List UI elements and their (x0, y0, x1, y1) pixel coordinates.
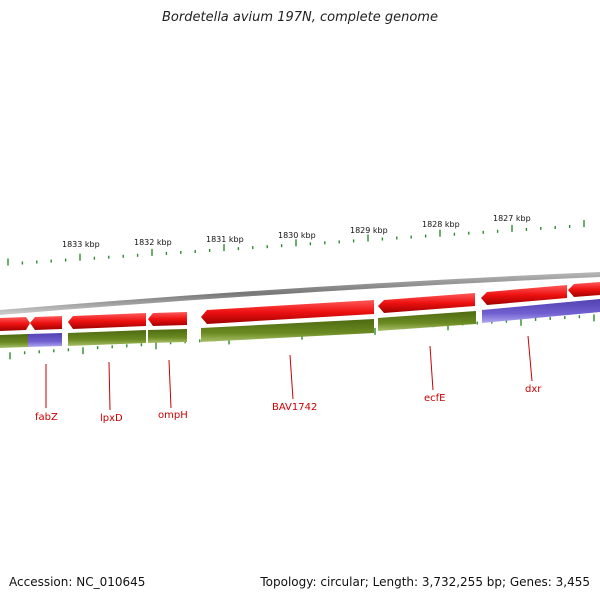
gene-label-fabZ[interactable]: fabZ (35, 412, 58, 423)
gene-leader (168, 359, 172, 409)
gene-arrow[interactable] (378, 311, 476, 331)
kbp-label: 1829 kbp (350, 226, 388, 235)
gene-arrow[interactable] (201, 319, 374, 342)
gene-label-dxr[interactable]: dxr (525, 384, 542, 395)
gene-arrow[interactable] (482, 299, 600, 323)
gene-arrow[interactable] (148, 312, 187, 326)
kbp-label: 1832 kbp (134, 238, 172, 247)
reverse-strand-genes (0, 299, 600, 348)
gene-leader (289, 354, 294, 400)
gene-arrow[interactable] (28, 333, 62, 347)
forward-strand-genes (0, 282, 600, 331)
gene-arrow[interactable] (68, 313, 146, 329)
gene-arrow[interactable] (378, 293, 475, 313)
gene-label-ompH[interactable]: ompH (158, 410, 188, 421)
kbp-label: 1828 kbp (422, 220, 460, 229)
kbp-label: 1827 kbp (493, 214, 531, 223)
gene-arrow[interactable] (30, 316, 62, 330)
gene-leaders (45, 335, 533, 411)
gene-leader (527, 335, 533, 382)
gene-leader (108, 361, 111, 411)
outer-ticks (7, 220, 585, 266)
gene-label-lpxD[interactable]: lpxD (100, 413, 123, 424)
genome-backbone (0, 272, 600, 315)
gene-arrow[interactable] (568, 282, 600, 297)
kbp-label: 1830 kbp (278, 231, 316, 240)
gene-arrow[interactable] (148, 329, 187, 343)
gene-arrow[interactable] (201, 300, 374, 324)
gene-leader (429, 345, 434, 391)
map-title: Bordetella avium 197N, complete genome (162, 10, 438, 25)
gene-arrow[interactable] (68, 330, 146, 346)
gene-label-ecfE[interactable]: ecfE (424, 393, 446, 404)
gene-label-BAV1742[interactable]: BAV1742 (272, 402, 317, 413)
kbp-label: 1833 kbp (62, 240, 100, 249)
kbp-label: 1831 kbp (206, 235, 244, 244)
gene-arrow[interactable] (0, 334, 28, 348)
accession-text: Accession: NC_010645 (9, 575, 146, 589)
genome-summary-text: Topology: circular; Length: 3,732,255 bp… (260, 575, 590, 589)
gene-arrow[interactable] (481, 285, 567, 305)
gene-arrow[interactable] (0, 317, 30, 331)
